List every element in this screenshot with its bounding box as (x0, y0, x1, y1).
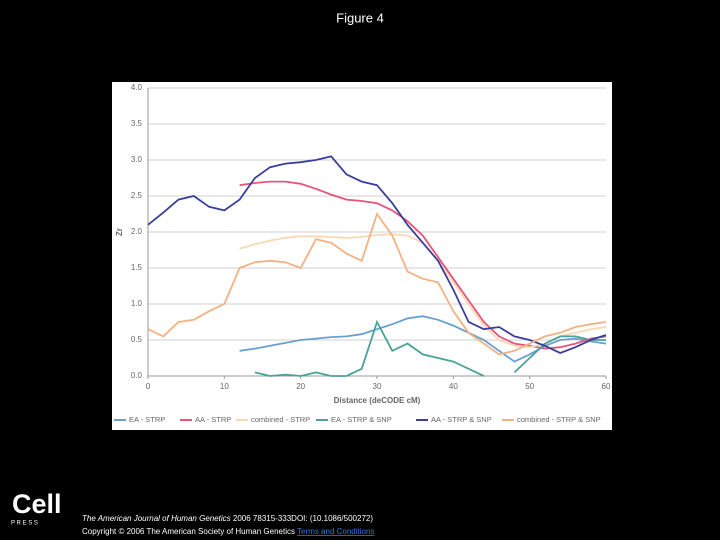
slide-title: Figure 4 (336, 10, 384, 25)
legend-label: EA - STRP (129, 415, 165, 424)
y-tick-label: 0.0 (131, 371, 143, 380)
x-tick-label: 0 (146, 382, 151, 391)
x-tick-label: 60 (602, 382, 611, 391)
legend-label: AA - STRP & SNP (431, 415, 492, 424)
x-tick-label: 20 (296, 382, 305, 391)
copyright-text: Copyright © 2006 The American Society of… (82, 527, 295, 536)
x-tick-label: 40 (449, 382, 458, 391)
chart-panel (112, 82, 612, 430)
legend-label: EA - STRP & SNP (331, 415, 392, 424)
citation-rest: 2006 78315-333DOI: (10.1086/500272) (231, 514, 374, 523)
y-tick-label: 0.5 (131, 335, 143, 344)
plot: 0.0 0.5 1.0 1.5 2.0 2.5 3.0 3.5 4.0 0 10 20 30 40 50 60… (114, 83, 611, 424)
series-line (147, 155, 607, 354)
y-tick-label: 3.0 (131, 155, 143, 164)
series-line (239, 180, 607, 350)
terms-link[interactable]: Terms and Conditions (297, 527, 374, 536)
y-tick-label: 3.5 (131, 119, 143, 128)
y-tick-label: 2.5 (131, 191, 143, 200)
citation: The American Journal of Human Genetics 2… (82, 514, 373, 523)
logo-sub: P R E S S (11, 521, 38, 527)
x-tick-label: 10 (220, 382, 229, 391)
y-tick-label: 1.5 (131, 263, 143, 272)
copyright: Copyright © 2006 The American Society of… (82, 527, 374, 536)
y-tick-label: 1.0 (131, 299, 143, 308)
legend-label: combined - STRP (251, 415, 310, 424)
y-tick-label: 4.0 (131, 83, 143, 92)
x-tick-label: 50 (525, 382, 534, 391)
x-tick-label: 30 (373, 382, 382, 391)
series-line (147, 212, 607, 356)
legend-label: AA - STRP (195, 415, 231, 424)
logo: Cell (12, 489, 62, 519)
legend-label: combined - STRP & SNP (517, 415, 601, 424)
journal: The American Journal of Human Genetics (82, 514, 231, 523)
y-axis-label: Zr (115, 228, 124, 236)
x-axis-label: Distance (deCODE cM) (334, 396, 421, 405)
y-tick-label: 2.0 (131, 227, 143, 236)
